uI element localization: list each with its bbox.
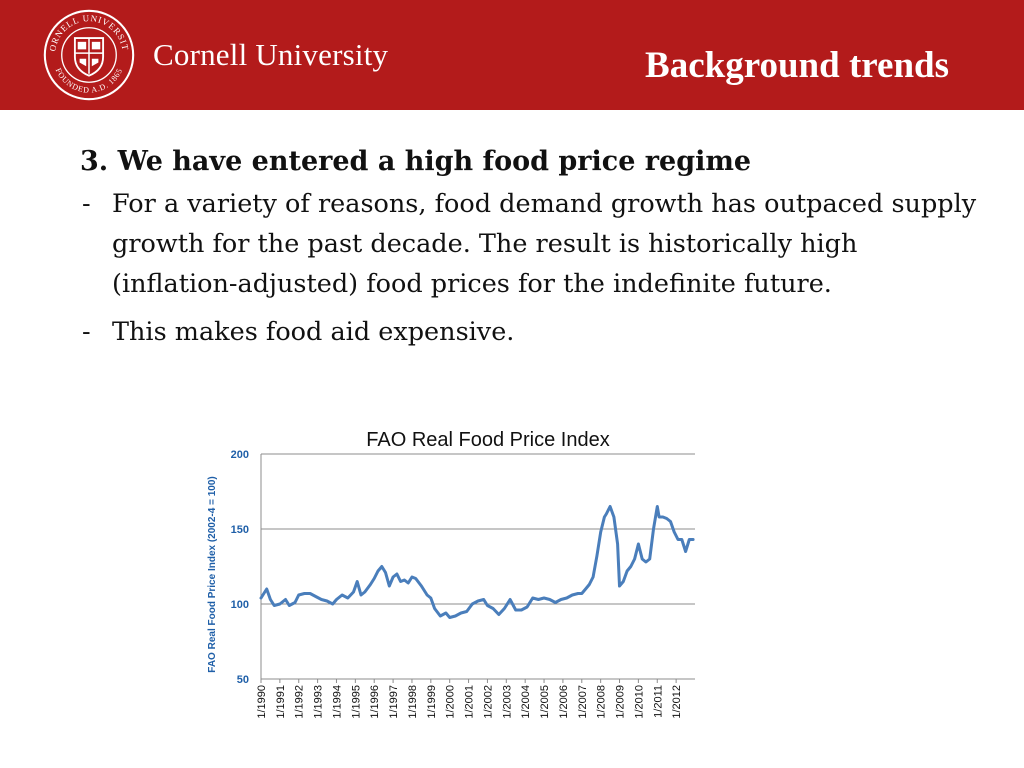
- x-tick-label: 1/1991: [275, 685, 287, 719]
- x-tick-label: 1/2012: [671, 685, 683, 719]
- x-tick-label: 1/2009: [615, 685, 627, 719]
- x-tick-label: 1/1993: [313, 685, 325, 719]
- bullet-item: - This makes food aid expensive.: [80, 312, 990, 352]
- cornell-seal-logo: CORNELL UNIVERSITY FOUNDED A.D. 1865: [42, 8, 135, 101]
- bullet-text: For a variety of reasons, food demand gr…: [112, 189, 977, 299]
- x-tick-label: 1/1992: [294, 685, 306, 719]
- x-tick-label: 1/2006: [558, 685, 570, 719]
- y-tick-label: 50: [237, 674, 249, 686]
- bullet-marker: -: [82, 317, 91, 347]
- y-tick-label: 200: [231, 449, 249, 461]
- header-band: CORNELL UNIVERSITY FOUNDED A.D. 1865 Cor…: [0, 0, 1024, 110]
- slide-title: Background trends: [645, 45, 949, 86]
- x-tick-label: 1/2004: [520, 685, 532, 719]
- series-line: [259, 505, 695, 619]
- price-index-chart: FAO Real Food Price Index 50 100 150 200 FAO …: [207, 429, 695, 719]
- x-tick-label: 1/2001: [464, 685, 476, 719]
- bullet-text: This makes food aid expensive.: [112, 317, 515, 347]
- x-tick-label: 1/2007: [577, 685, 589, 719]
- x-tick-label: 1/1999: [426, 685, 438, 719]
- x-tick-label: 1/2000: [445, 685, 457, 719]
- bullet-marker: -: [82, 189, 91, 219]
- slide-body: 3. We have entered a high food price reg…: [80, 142, 990, 352]
- x-tick-label: 1/1996: [369, 685, 381, 719]
- x-tick-label: 1/2008: [596, 685, 608, 719]
- x-tick-label: 1/2011: [652, 685, 664, 718]
- y-tick-label: 150: [231, 524, 249, 536]
- x-tick-label: 1/2003: [501, 685, 513, 719]
- x-tick-label: 1/2002: [482, 685, 494, 719]
- x-tick-label: 1/1997: [388, 685, 400, 719]
- x-tick-label: 1/2005: [539, 685, 551, 719]
- x-tick-label: 1/1994: [331, 685, 343, 719]
- y-axis-label: FAO Real Food Price Index (2002-4 = 100): [207, 476, 218, 672]
- y-tick-label: 100: [231, 599, 249, 611]
- bullet-item: - For a variety of reasons, food demand …: [80, 184, 990, 304]
- x-tick-label: 1/1995: [350, 685, 362, 719]
- x-tick-label: 1/2010: [633, 685, 645, 719]
- svg-text:CORNELL UNIVERSITY: CORNELL UNIVERSITY: [42, 8, 131, 52]
- brand-wordmark: Cornell University: [153, 37, 389, 72]
- x-tick-label: 1/1998: [407, 685, 419, 719]
- chart-title: FAO Real Food Price Index: [366, 429, 609, 451]
- x-tick-label: 1/1990: [256, 685, 268, 719]
- section-heading: 3. We have entered a high food price reg…: [80, 146, 752, 177]
